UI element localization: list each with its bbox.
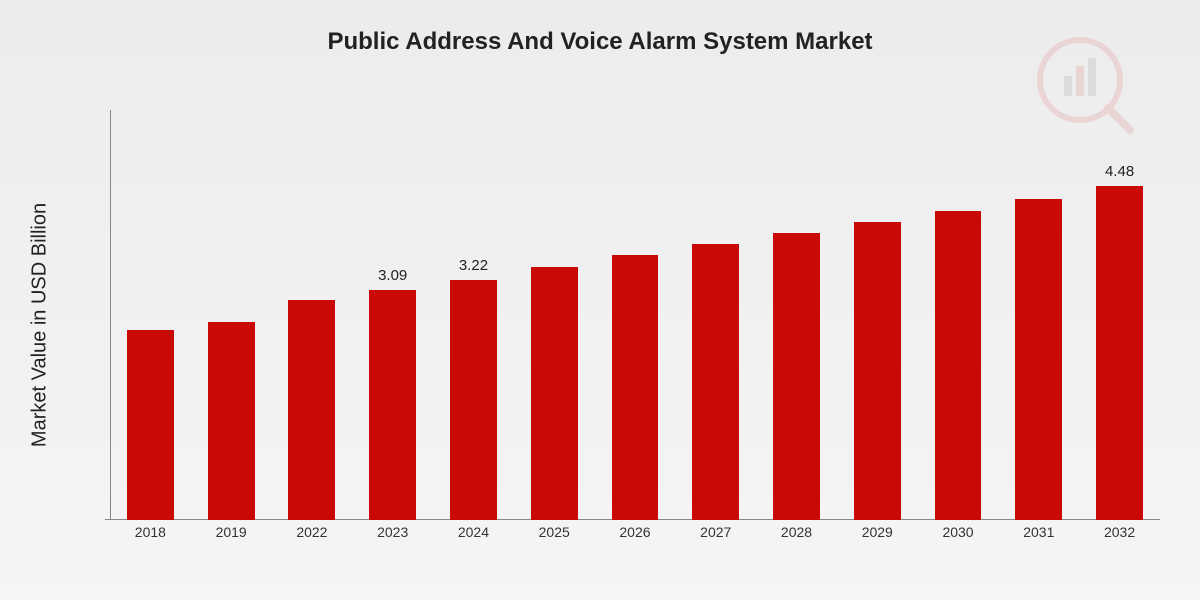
bar-slot — [837, 110, 918, 520]
bar-value-label: 3.22 — [433, 257, 514, 274]
bar — [1096, 186, 1143, 520]
x-axis-label: 2023 — [352, 524, 433, 540]
bar-slot — [191, 110, 272, 520]
bar — [127, 330, 174, 520]
bar-slot — [756, 110, 837, 520]
bar — [531, 267, 578, 520]
bar — [692, 244, 739, 520]
x-axis-label: 2022 — [272, 524, 353, 540]
x-axis-label: 2029 — [837, 524, 918, 540]
bar-slot — [918, 110, 999, 520]
x-axis-label: 2032 — [1079, 524, 1160, 540]
x-axis-label: 2019 — [191, 524, 272, 540]
x-axis-label: 2031 — [998, 524, 1079, 540]
chart-title: Public Address And Voice Alarm System Ma… — [0, 28, 1200, 56]
bar-slot — [514, 110, 595, 520]
x-axis-label: 2030 — [918, 524, 999, 540]
x-axis-label: 2028 — [756, 524, 837, 540]
bar-slot — [675, 110, 756, 520]
bar-slot: 3.22 — [433, 110, 514, 520]
y-axis-title: Market Value in USD Billion — [29, 203, 52, 447]
x-axis-label: 2018 — [110, 524, 191, 540]
bar — [935, 211, 982, 520]
bar-slot: 4.48 — [1079, 110, 1160, 520]
x-axis-label: 2025 — [514, 524, 595, 540]
bar — [208, 322, 255, 520]
bar-slot — [998, 110, 1079, 520]
bar — [369, 290, 416, 520]
plot-area: 3.093.22 4.48 — [110, 110, 1160, 520]
bar-slot — [272, 110, 353, 520]
x-axis-labels: 2018201920222023202420252026202720282029… — [110, 524, 1160, 540]
x-axis-label: 2024 — [433, 524, 514, 540]
bar-slot — [595, 110, 676, 520]
bar — [773, 233, 820, 520]
bar-slot — [110, 110, 191, 520]
x-axis-label: 2027 — [675, 524, 756, 540]
bars-container: 3.093.22 4.48 — [110, 110, 1160, 520]
bar — [854, 222, 901, 520]
bar-value-label: 3.09 — [352, 267, 433, 284]
bar — [1015, 199, 1062, 520]
bar-slot: 3.09 — [352, 110, 433, 520]
bar — [612, 255, 659, 520]
x-axis-label: 2026 — [595, 524, 676, 540]
bar-value-label: 4.48 — [1079, 163, 1160, 180]
bar — [288, 300, 335, 520]
bar — [450, 280, 497, 520]
